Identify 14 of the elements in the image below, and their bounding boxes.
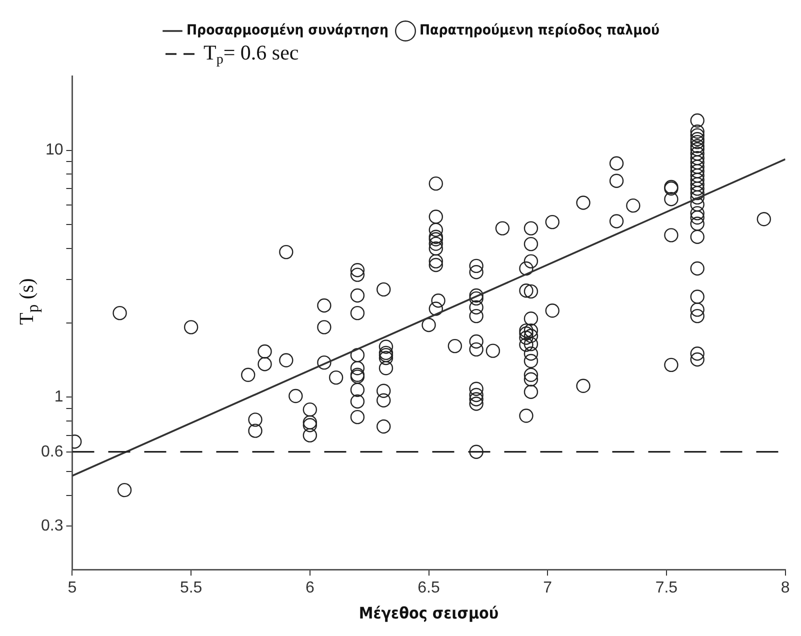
x-tick-label: 8 [780, 580, 790, 597]
y-tick-label: 0.3 [40, 518, 64, 535]
x-tick-label: 5.5 [180, 580, 202, 597]
x-tick-label: 6 [305, 580, 314, 597]
x-tick-label: 7.5 [655, 580, 678, 597]
x-axis-title: Μέγεθος σεισμού [358, 604, 499, 623]
y-tick-label: 1 [54, 388, 64, 406]
x-tick-label: 5 [68, 580, 77, 597]
x-tick-label: 6.5 [418, 580, 440, 597]
legend-label: Προσαρμοσμένη συνάρτηση [186, 22, 389, 39]
y-tick-label: 0.6 [40, 443, 64, 460]
y-tick-label: 10 [45, 142, 64, 159]
legend-label: Παρατηρούμενη περίοδος παλμού [419, 22, 660, 39]
x-tick-label: 7 [543, 580, 552, 597]
